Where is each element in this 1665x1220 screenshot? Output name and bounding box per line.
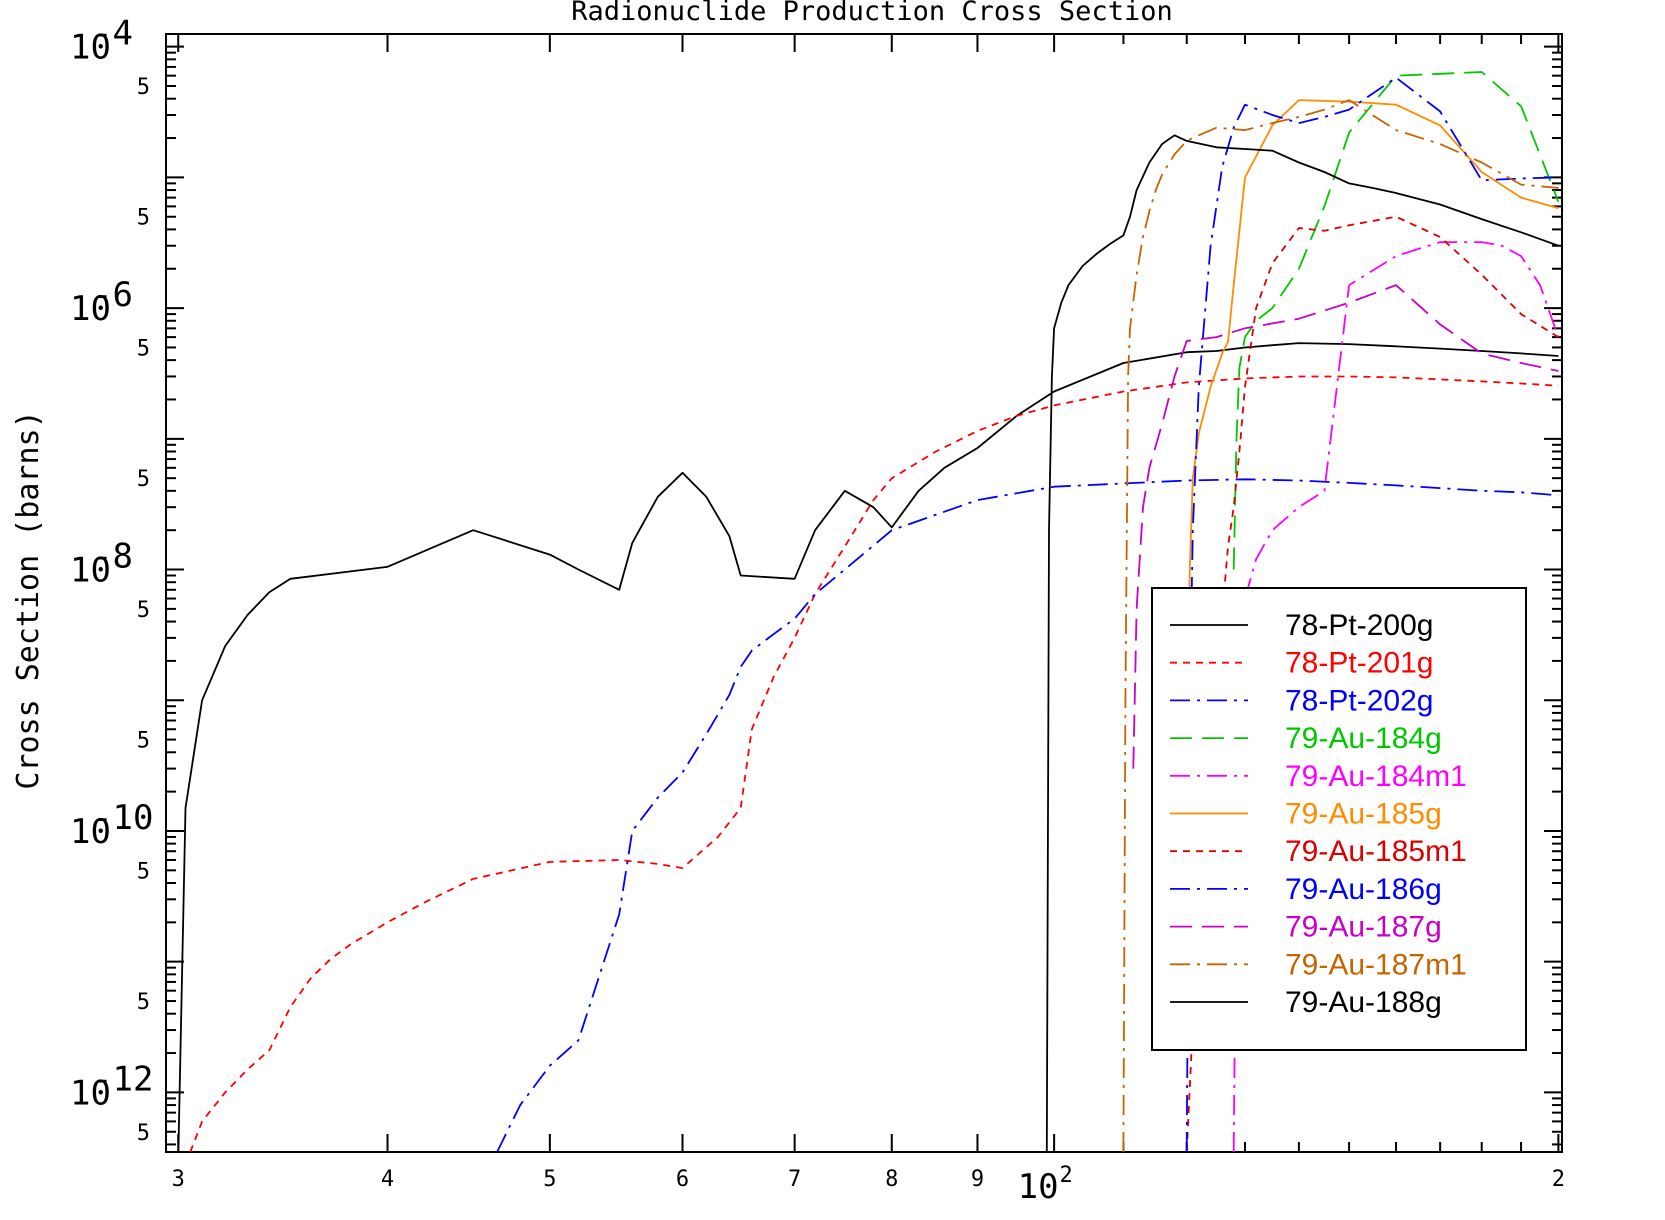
y-decade-exponent: -12 — [92, 1059, 153, 1099]
series-line-79-Au-187m1 — [1122, 99, 1559, 1152]
y-minor-tick-label: 5 — [137, 467, 150, 492]
x-tick-label: 5 — [543, 1167, 556, 1192]
y-minor-tick-label: 5 — [137, 336, 150, 361]
series-line-79-Au-184g — [1232, 71, 1560, 570]
chart-title: Radionuclide Production Cross Section — [571, 0, 1172, 27]
legend-label: 78-Pt-202g — [1285, 684, 1433, 717]
legend-box — [1151, 587, 1527, 1051]
y-minor-tick-label: 5 — [137, 206, 150, 231]
series-line-78-Pt-201g — [189, 375, 1559, 1152]
y-axis-label: Cross Section (barns) — [11, 410, 46, 789]
y-decade-exponent: -10 — [92, 798, 153, 838]
legend-label: 79-Au-187g — [1285, 911, 1442, 944]
y-minor-tick-label: 5 — [137, 75, 150, 100]
y-decade-exponent: -4 — [92, 14, 133, 54]
legend-label: 79-Au-188g — [1285, 986, 1442, 1019]
legend-label: 79-Au-186g — [1285, 873, 1442, 906]
x-tick-label: 2 — [1552, 1167, 1565, 1192]
x-tick-label: 3 — [172, 1167, 185, 1192]
plot-frame — [165, 33, 1563, 1153]
x-tick-label: 4 — [381, 1167, 394, 1192]
legend-label: 79-Au-185m1 — [1285, 835, 1467, 868]
y-decade-exponent: -6 — [92, 275, 133, 315]
y-minor-tick-label: 5 — [137, 859, 150, 884]
series-line-79-Au-186g — [1185, 76, 1559, 1152]
x-tick-label-exponent: 2 — [1059, 1163, 1072, 1188]
series-line-79-Au-188g — [1045, 134, 1559, 1152]
y-decade-label: 10 — [70, 812, 111, 852]
series-line-78-Pt-202g — [496, 478, 1559, 1152]
y-decade-label: 10 — [70, 551, 111, 591]
x-tick-label: 7 — [788, 1167, 801, 1192]
y-minor-tick-label: 5 — [137, 1121, 150, 1146]
y-decade-label: 10 — [70, 1073, 111, 1113]
x-tick-label: 8 — [885, 1167, 898, 1192]
y-minor-tick-label: 5 — [137, 990, 150, 1015]
legend-label: 78-Pt-200g — [1285, 609, 1433, 642]
x-tick-label: 9 — [971, 1167, 984, 1192]
legend-label: 79-Au-184m1 — [1285, 760, 1467, 793]
axis-ticks: 3 4 5 6 7 8 9 10 2 255555555510-410-610-810-1010-… — [70, 14, 1565, 1207]
y-decade-exponent: -8 — [92, 537, 133, 577]
y-minor-tick-label: 5 — [137, 598, 150, 623]
x-tick-label: 10 — [1018, 1167, 1059, 1207]
legend-label: 79-Au-187m1 — [1285, 948, 1467, 981]
series-line-78-Pt-200g — [177, 342, 1559, 1152]
legend-label: 78-Pt-201g — [1285, 647, 1433, 680]
legend-label: 79-Au-184g — [1285, 722, 1442, 755]
y-minor-tick-label: 5 — [137, 729, 150, 754]
y-decade-label: 10 — [70, 28, 111, 68]
legend-label: 79-Au-185g — [1285, 798, 1442, 831]
y-decade-label: 10 — [70, 289, 111, 329]
series-lines — [177, 71, 1560, 1152]
x-tick-label: 6 — [676, 1167, 689, 1192]
legend: 78-Pt-200g 78-Pt-201g 78-Pt-202g 79-Au-184g… — [1151, 587, 1527, 1051]
series-line-79-Au-185m1 — [1185, 215, 1559, 1152]
